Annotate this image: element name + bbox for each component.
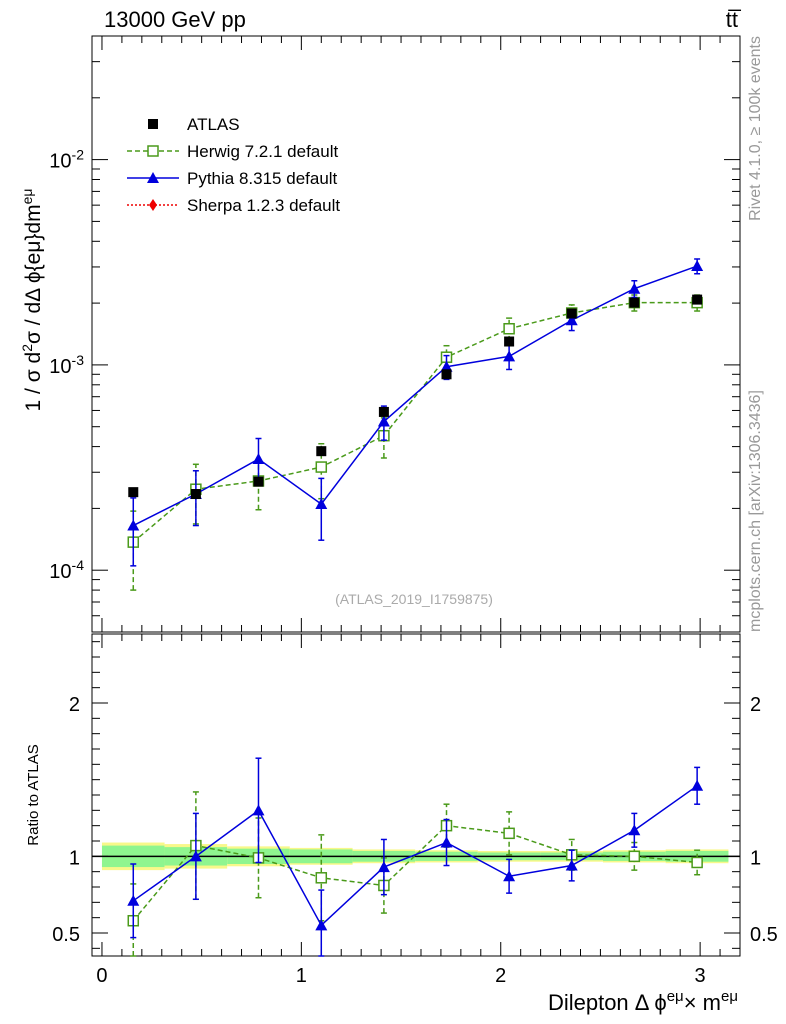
atlas-point	[441, 369, 452, 380]
ratio-pythia-line	[132, 785, 698, 927]
legend-marker	[147, 145, 159, 157]
atlas-point	[190, 489, 201, 500]
ratio-pythia-point	[503, 870, 516, 882]
atlas-point	[128, 487, 139, 498]
pythia-point	[377, 415, 390, 427]
atlas-point	[629, 297, 640, 308]
x-tick-label: 0	[96, 965, 107, 987]
main-panel: 10-4 10-3 10-21 / σ d2σ / dΔ ϕ{eμ}dmeμ	[19, 35, 741, 956]
ratio-y-tick-label-right: 0.5	[750, 924, 778, 946]
y-tick-label: 10-3	[49, 352, 84, 378]
x-tick-label: 2	[495, 965, 506, 987]
ratio-pythia-point	[377, 861, 390, 873]
ratio-y-tick-label-right: 1	[750, 847, 761, 869]
ratio-pythia-point	[440, 836, 453, 848]
pythia-point	[315, 498, 328, 510]
x-axis-label: Dilepton Δ ϕeμ× meμ	[548, 988, 738, 1015]
atlas-point	[316, 446, 327, 457]
ratio-frame	[91, 633, 741, 957]
ratio-herwig-point	[691, 856, 703, 869]
pythia-line	[132, 265, 698, 527]
ratio-y-tick-label-left: 1	[69, 847, 80, 869]
ratio-panel: 0 1 2 3 0.5 0.5 1 1 2 2 Ratio to ATLAS Dilepton Δ ϕ…	[25, 36, 778, 1015]
legend-marker	[147, 172, 159, 183]
legend: ATLAS Herwig 7.2.1 default Pythia 8.315 de…	[127, 115, 340, 215]
ratio-herwig-point	[503, 827, 515, 840]
ratio-pythia-point	[127, 894, 140, 906]
ratio-herwig-point	[315, 872, 328, 884]
ratio-herwig-line	[132, 824, 698, 922]
pythia-point	[127, 519, 140, 531]
main-frame	[91, 35, 741, 633]
herwig-line	[132, 301, 698, 543]
ratio-pythia-point	[189, 850, 202, 862]
pythia-point	[440, 360, 453, 372]
legend-label: ATLAS	[187, 115, 240, 134]
atlas-point	[566, 308, 577, 319]
atlas-point	[253, 476, 264, 487]
pythia-point	[252, 453, 265, 465]
ratio-pythia-point	[315, 919, 328, 931]
ratio-pythia-point	[565, 859, 578, 871]
atlas-point	[692, 294, 703, 305]
main-y-axis-label: 1 / σ d2σ / dΔ ϕ{eμ}dmeμ	[19, 189, 45, 412]
ratio-y-tick-label-left: 0.5	[52, 924, 80, 946]
ratio-y-tick-label-right: 2	[750, 694, 761, 716]
ratio-y-axis-label: Ratio to ATLAS	[25, 744, 42, 845]
legend-label: Herwig 7.2.1 default	[187, 142, 338, 161]
x-tick-label: 1	[296, 965, 307, 987]
ratio-pythia-point	[252, 804, 265, 816]
analysis-id-label: (ATLAS_2019_I1759875)	[335, 591, 493, 607]
legend-marker	[149, 199, 157, 211]
pythia-point	[628, 282, 641, 294]
header-collision-label: 13000 GeV pp	[104, 7, 246, 32]
ratio-herwig-point	[628, 850, 641, 863]
atlas-point	[504, 336, 515, 347]
x-tick-label: 3	[695, 965, 706, 987]
ratio-pythia-point	[628, 824, 641, 836]
pythia-point	[565, 314, 578, 326]
ratio-y-tick-label-left: 2	[69, 694, 80, 716]
pythia-point	[691, 260, 704, 272]
legend-marker	[148, 119, 158, 129]
header-process-label: tt̅	[726, 7, 742, 32]
legend-label: Pythia 8.315 default	[187, 169, 338, 188]
legend-label: Sherpa 1.2.3 default	[187, 196, 340, 215]
pythia-point	[503, 350, 516, 362]
herwig-point	[503, 322, 515, 335]
herwig-point	[315, 461, 328, 473]
ratio-pythia-point	[691, 779, 704, 791]
y-tick-label: 10-4	[49, 557, 84, 583]
y-tick-label: 10-2	[49, 147, 84, 173]
rivet-version-label: Rivet 4.1.0, ≥ 100k events	[747, 36, 764, 221]
atlas-point	[378, 406, 389, 417]
mcplots-reference-label: mcplots.cern.ch [arXiv:1306.3436]	[747, 390, 764, 632]
